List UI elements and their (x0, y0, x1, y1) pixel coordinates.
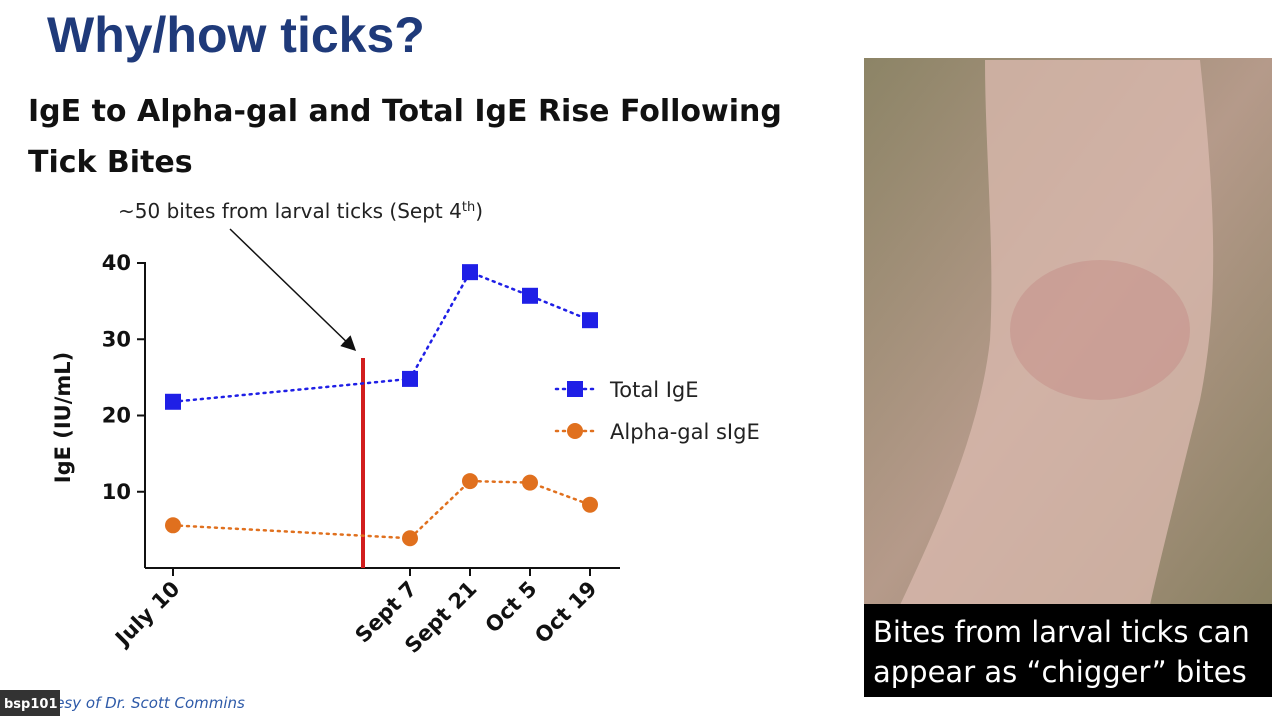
data-point (582, 312, 598, 329)
annotation-superscript: th (462, 200, 475, 215)
data-point (402, 370, 418, 387)
data-point (462, 264, 478, 281)
chart-title: IgE to Alpha-gal and Total IgE Rise Foll… (28, 94, 782, 129)
photo-leg (900, 60, 1214, 605)
annotation-text: ) (475, 199, 483, 223)
photo-caption: appear as “chigger” bites (873, 655, 1247, 689)
y-axis-label: IgE (IU/mL) (51, 352, 75, 484)
x-tick-label: July 10 (109, 577, 184, 652)
series-line (171, 479, 592, 540)
legend-marker (567, 423, 583, 439)
legend-marker (567, 381, 583, 397)
y-tick-label: 30 (102, 327, 131, 351)
annotation-text: ~50 bites from larval ticks (Sept 4 (118, 199, 462, 223)
data-point (522, 287, 538, 304)
data-point (165, 517, 181, 534)
x-tick-label: Oct 19 (530, 577, 601, 648)
annotation: ~50 bites from larval ticks (Sept 4th) (118, 199, 483, 223)
user-tag: bsp101 (4, 697, 58, 712)
caption-box (864, 604, 1272, 697)
chart-title: Tick Bites (28, 145, 193, 180)
photo-rash (1010, 260, 1190, 400)
data-point (462, 473, 478, 490)
y-tick-label: 40 (102, 251, 131, 275)
photo-caption: Bites from larval ticks can (873, 615, 1250, 649)
annotation-arrow (229, 228, 357, 352)
data-point (582, 496, 598, 513)
legend-label: Total IgE (609, 378, 699, 402)
data-point (522, 474, 538, 491)
data-point (402, 530, 418, 547)
user-badge (0, 690, 60, 716)
credit: Courtesy of Dr. Scott Commins (14, 694, 245, 712)
data-point (165, 393, 181, 410)
legend-label: Alpha-gal sIgE (610, 420, 760, 444)
slide-title: Why/how ticks? (47, 7, 425, 63)
y-tick-label: 20 (102, 404, 131, 428)
y-tick-label: 10 (102, 480, 131, 504)
